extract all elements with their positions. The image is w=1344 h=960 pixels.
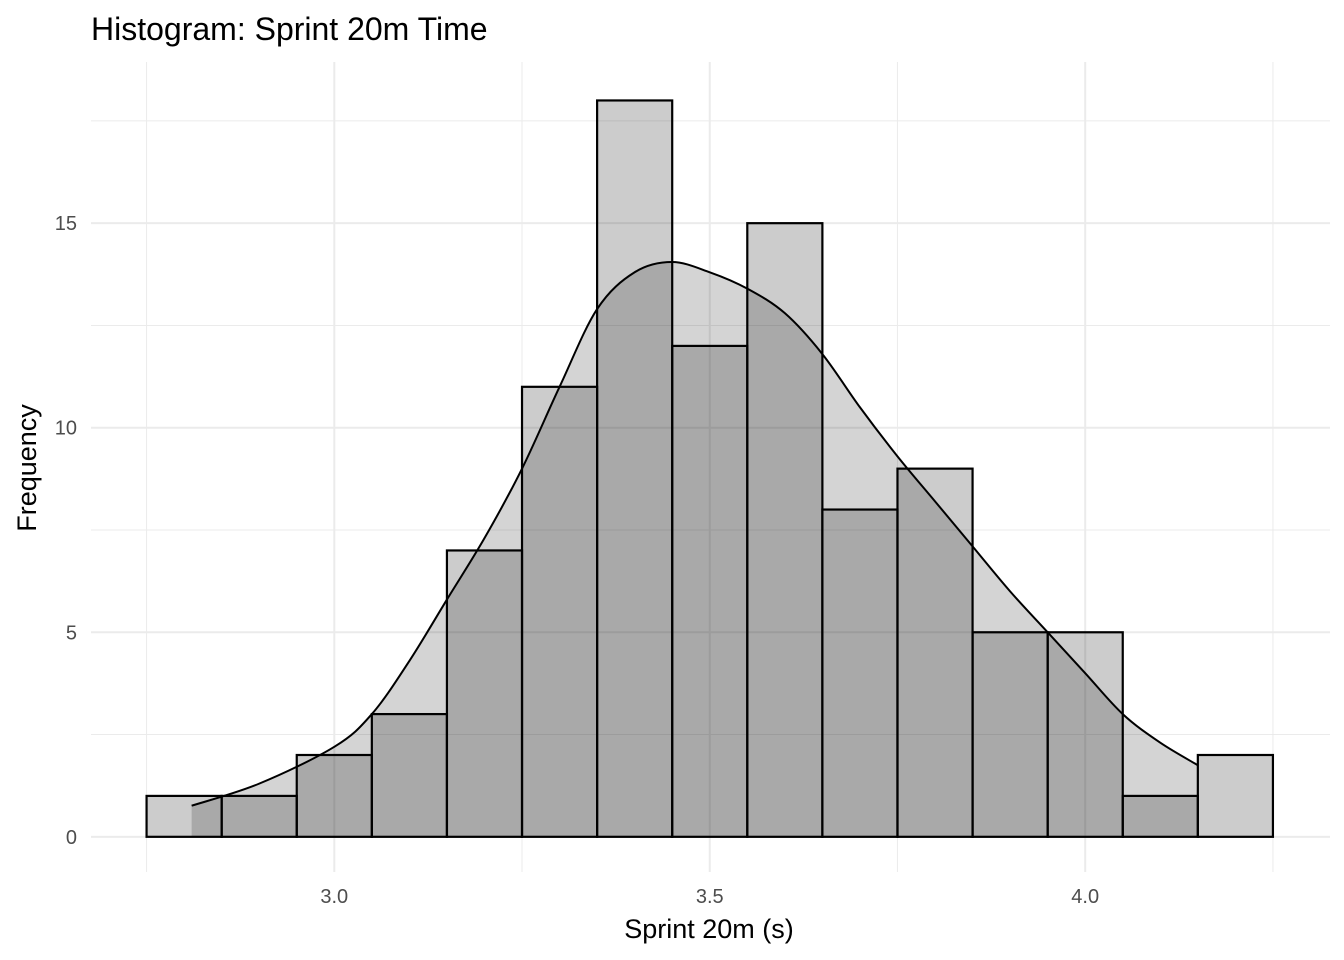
histogram-bar [1046,631,1124,838]
histogram-bar [295,753,373,838]
x-tick-label: 3.0 [320,886,348,908]
histogram-bar [1121,794,1199,838]
histogram-bar [520,385,599,838]
chart-title: Histogram: Sprint 20m Time [91,11,488,47]
histogram-bar [746,222,824,838]
y-tick-label: 5 [66,622,77,644]
y-axis-ticks: 0 5 10 15 [55,213,77,849]
bars [145,99,1275,838]
histogram-bar [370,712,449,838]
x-tick-label: 4.0 [1071,886,1099,908]
histogram-bar [445,549,524,838]
histogram-bar [596,99,674,838]
density-line [191,261,1199,807]
x-axis-ticks: 3.0 3.5 4.0 [320,886,1099,908]
histogram-bar [896,467,974,838]
density-area [191,262,1198,837]
histogram-bar [145,794,223,838]
y-tick-label: 15 [55,213,77,235]
y-tick-label: 0 [66,827,77,849]
histogram-bar [1196,753,1275,838]
histogram-bar [220,794,298,838]
histogram-bar [971,631,1049,838]
y-axis-label: Frequency [12,404,42,532]
histogram-bar [821,508,899,838]
x-tick-label: 3.5 [696,886,724,908]
x-axis-label: Sprint 20m (s) [624,914,794,944]
histogram-bar [671,344,749,838]
y-tick-label: 10 [55,418,77,440]
